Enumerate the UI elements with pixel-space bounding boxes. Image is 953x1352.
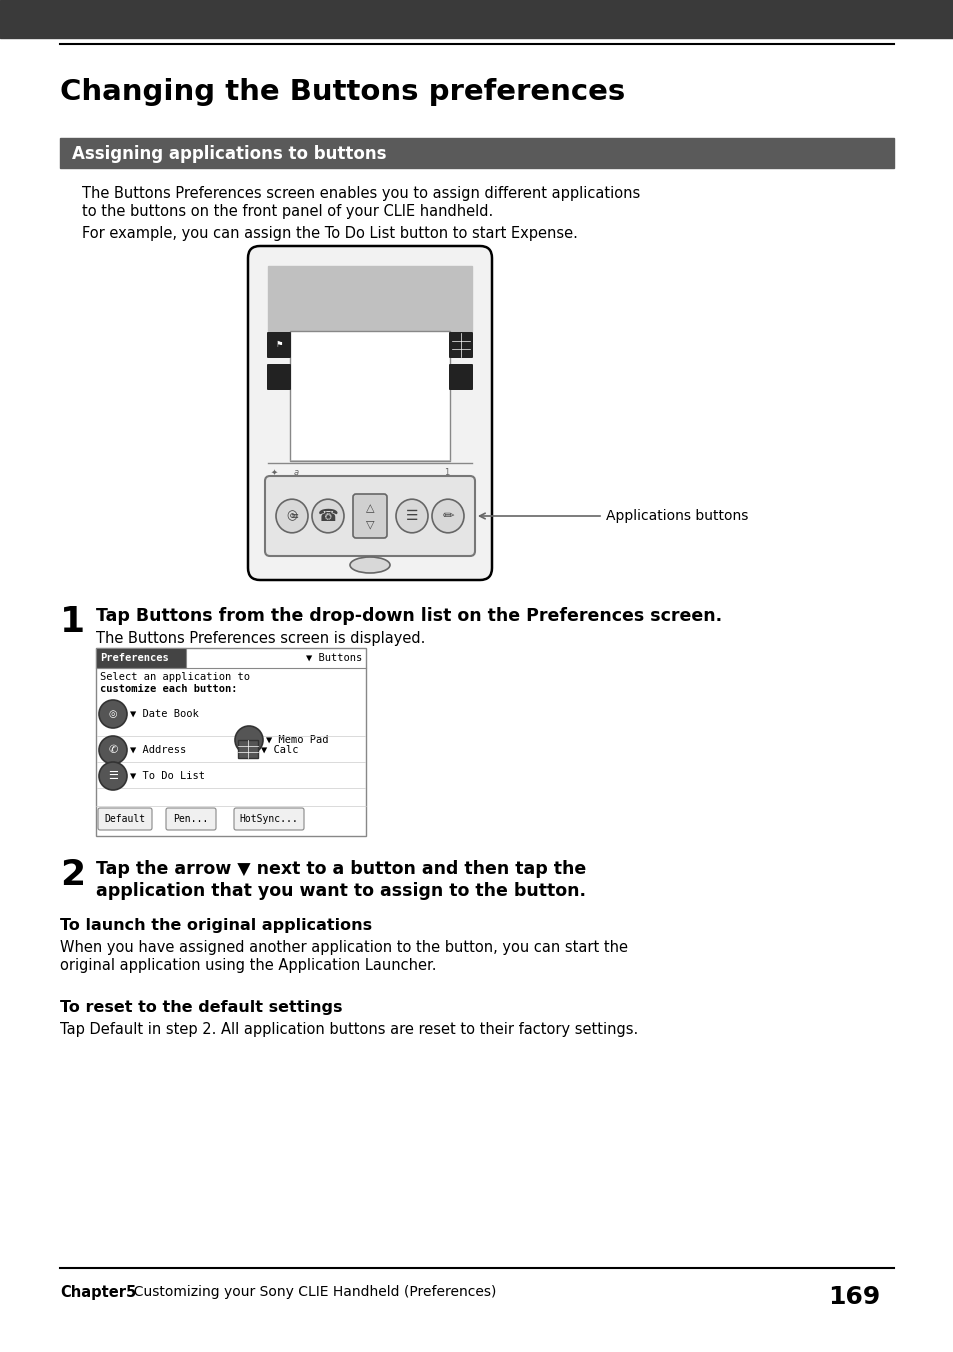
Text: To reset to the default settings: To reset to the default settings	[60, 1000, 342, 1015]
Bar	[96, 648, 186, 668]
FancyBboxPatch shape	[166, 808, 215, 830]
FancyBboxPatch shape	[98, 808, 152, 830]
FancyBboxPatch shape	[449, 364, 473, 389]
Text: ✏: ✏	[442, 508, 454, 523]
Text: Assigning applications to buttons: Assigning applications to buttons	[71, 145, 386, 164]
Text: The Buttons Preferences screen enables you to assign different applications: The Buttons Preferences screen enables y…	[82, 187, 639, 201]
FancyBboxPatch shape	[267, 333, 291, 358]
Text: Chapter5: Chapter5	[60, 1284, 136, 1301]
Text: Tap Buttons from the drop-down list on the Preferences screen.: Tap Buttons from the drop-down list on t…	[96, 607, 721, 625]
Text: 2: 2	[60, 859, 85, 892]
Text: HotSync...: HotSync...	[239, 814, 298, 823]
Bar	[290, 331, 450, 461]
Bar	[60, 138, 893, 168]
Text: customize each button:: customize each button:	[100, 684, 237, 694]
Ellipse shape	[395, 499, 428, 533]
Text: ▼ Address: ▼ Address	[130, 745, 186, 754]
Text: ⚑: ⚑	[275, 341, 282, 350]
Ellipse shape	[234, 726, 263, 754]
Text: Select an application to: Select an application to	[100, 672, 250, 681]
Text: a: a	[294, 468, 299, 477]
FancyBboxPatch shape	[267, 364, 291, 389]
Text: Applications buttons: Applications buttons	[605, 508, 747, 523]
Text: ◎: ◎	[286, 510, 297, 522]
Text: ≡: ≡	[291, 511, 298, 521]
FancyBboxPatch shape	[233, 808, 304, 830]
Ellipse shape	[275, 499, 308, 533]
Text: ▽: ▽	[365, 519, 374, 529]
Text: Pen...: Pen...	[173, 814, 209, 823]
Ellipse shape	[350, 557, 390, 573]
Text: ✆: ✆	[109, 745, 117, 754]
Text: Tap Default in step 2. All application buttons are reset to their factory settin: Tap Default in step 2. All application b…	[60, 1022, 638, 1037]
Text: For example, you can assign the To Do List button to start Expense.: For example, you can assign the To Do Li…	[82, 226, 578, 241]
Text: Customizing your Sony CLIE Handheld (Preferences): Customizing your Sony CLIE Handheld (Pre…	[125, 1284, 496, 1299]
Text: Changing the Buttons preferences: Changing the Buttons preferences	[60, 78, 624, 105]
Text: Preferences: Preferences	[100, 653, 169, 662]
Text: Default: Default	[104, 814, 146, 823]
Bar	[96, 648, 366, 836]
FancyBboxPatch shape	[248, 246, 492, 580]
FancyBboxPatch shape	[265, 476, 475, 556]
Text: ◎: ◎	[109, 708, 117, 719]
Text: The Buttons Preferences screen is displayed.: The Buttons Preferences screen is displa…	[96, 631, 425, 646]
Ellipse shape	[99, 735, 127, 764]
Text: ▼ To Do List: ▼ To Do List	[130, 771, 205, 781]
FancyBboxPatch shape	[353, 493, 387, 538]
Text: to the buttons on the front panel of your CLIE handheld.: to the buttons on the front panel of you…	[82, 204, 493, 219]
Text: Tap the arrow ▼ next to a button and then tap the: Tap the arrow ▼ next to a button and the…	[96, 860, 586, 877]
Text: ▼ Calc: ▼ Calc	[261, 745, 298, 754]
Text: ▼ Date Book: ▼ Date Book	[130, 708, 198, 719]
Ellipse shape	[99, 763, 127, 790]
Text: 169: 169	[827, 1284, 879, 1309]
Text: original application using the Application Launcher.: original application using the Applicati…	[60, 959, 436, 973]
Text: ▼ Memo Pad: ▼ Memo Pad	[266, 735, 328, 745]
Text: When you have assigned another application to the button, you can start the: When you have assigned another applicati…	[60, 940, 627, 955]
Text: ☰: ☰	[108, 771, 118, 781]
Text: 1: 1	[443, 468, 449, 477]
Text: ☎: ☎	[317, 507, 338, 525]
Bar	[268, 266, 472, 331]
FancyBboxPatch shape	[449, 333, 473, 358]
Text: △: △	[365, 503, 374, 512]
Bar	[237, 740, 257, 758]
Text: To launch the original applications: To launch the original applications	[60, 918, 372, 933]
Ellipse shape	[312, 499, 344, 533]
Bar	[0, 0, 953, 38]
Text: application that you want to assign to the button.: application that you want to assign to t…	[96, 882, 585, 900]
Ellipse shape	[432, 499, 463, 533]
Text: ✦: ✦	[271, 468, 277, 477]
Ellipse shape	[99, 700, 127, 727]
Text: ☰: ☰	[405, 508, 417, 523]
Text: ▼ Buttons: ▼ Buttons	[306, 653, 362, 662]
Text: 1: 1	[60, 604, 85, 639]
